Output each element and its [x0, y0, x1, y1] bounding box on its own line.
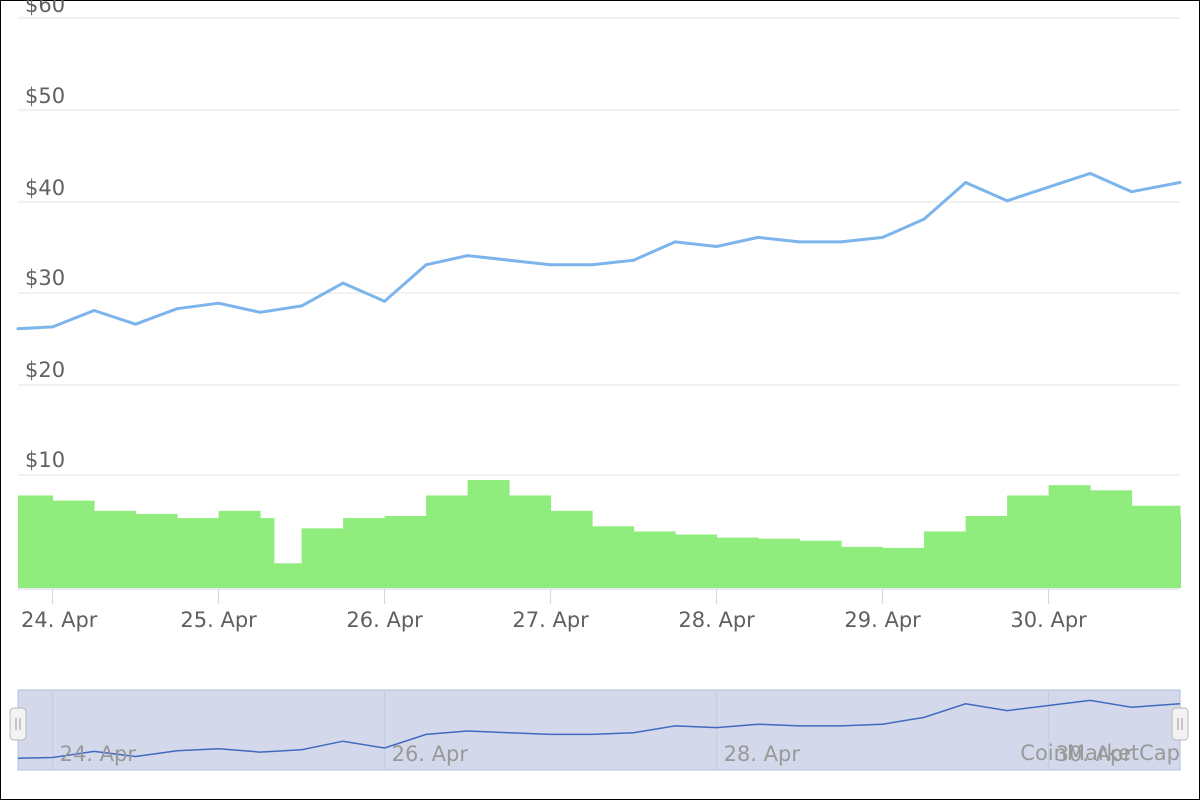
volume-bar	[509, 495, 552, 588]
volume-bar	[758, 538, 801, 588]
credit-label[interactable]: CoinMarketCap	[1020, 741, 1180, 765]
volume-bar	[343, 518, 386, 588]
navigator-mask[interactable]	[18, 690, 1180, 770]
volume-bar	[633, 531, 676, 588]
price-point	[1178, 181, 1182, 185]
volume-bar	[177, 518, 220, 588]
price-point	[134, 322, 138, 326]
volume-bar	[273, 563, 303, 588]
price-point	[217, 301, 221, 305]
price-point	[507, 258, 511, 262]
price-point	[590, 263, 594, 267]
volume-bar	[550, 510, 593, 588]
x-tick-label: 26. Apr	[346, 608, 423, 632]
price-line	[17, 171, 1181, 331]
navigator-tick-label: 24. Apr	[60, 742, 137, 766]
price-point	[798, 240, 802, 244]
y-tick-label: $60	[25, 0, 65, 17]
price-point	[341, 281, 345, 285]
price-point	[549, 263, 553, 267]
price-point	[424, 263, 428, 267]
price-point	[1130, 190, 1134, 194]
volume-bar	[52, 500, 95, 588]
navigator-handle-right[interactable]	[1171, 707, 1189, 741]
volume-bar	[1180, 516, 1181, 588]
price-series	[16, 171, 1182, 331]
y-tick-label: $50	[25, 84, 65, 108]
navigator[interactable]: 24. Apr 26. Apr 28. Apr 30. Apr	[9, 689, 1189, 771]
price-point	[383, 299, 387, 303]
volume-bar	[799, 540, 842, 588]
price-point	[756, 235, 760, 239]
navigator-handle-left[interactable]	[9, 707, 27, 741]
volume-bar	[716, 537, 759, 588]
volume-bar	[1131, 505, 1181, 588]
x-tick-label: 27. Apr	[512, 608, 589, 632]
price-point	[466, 254, 470, 258]
volume-bar	[18, 495, 54, 588]
volume-bar	[924, 531, 967, 588]
volume-bar	[592, 526, 635, 588]
x-tick-label: 25. Apr	[180, 608, 257, 632]
x-tick-label: 28. Apr	[678, 608, 755, 632]
x-axis: 24. Apr 25. Apr 26. Apr 27. Apr 28. Apr 29. A…	[21, 589, 1087, 632]
x-tick-label: 24. Apr	[21, 608, 98, 632]
volume-bar	[94, 510, 137, 588]
price-point	[92, 308, 96, 312]
volume-bar	[301, 528, 344, 588]
volume-bar	[426, 495, 469, 588]
volume-bar	[965, 516, 1008, 588]
price-point	[51, 325, 55, 329]
price-point	[1005, 199, 1009, 203]
y-tick-label: $20	[25, 358, 65, 382]
volume-bar	[841, 546, 884, 588]
y-tick-label: $10	[25, 448, 65, 472]
volume-bar	[135, 513, 178, 588]
volume-bar	[1090, 490, 1133, 588]
price-point	[922, 217, 926, 221]
price-point	[964, 181, 968, 185]
grid	[18, 17, 1180, 476]
navigator-line	[17, 699, 1181, 759]
y-tick-label: $40	[25, 176, 65, 200]
volume-bar	[260, 518, 275, 588]
drag-handle-icon[interactable]	[9, 707, 27, 741]
navigator-tick-label: 30. Apr	[1056, 742, 1133, 766]
navigator-grid	[52, 690, 1050, 770]
volume-bar	[675, 534, 718, 588]
price-point	[839, 240, 843, 244]
x-tick-label: 29. Apr	[844, 608, 921, 632]
volume-bar	[1048, 485, 1091, 588]
price-point	[673, 240, 677, 244]
price-point	[1088, 171, 1092, 175]
y-tick-label: $30	[25, 266, 65, 290]
navigator-tick-label: 28. Apr	[724, 742, 801, 766]
y-axis-labels: $60 $50 $40 $30 $20 $10	[25, 0, 65, 472]
volume-series	[18, 480, 1181, 588]
price-point	[300, 304, 304, 308]
price-point	[715, 245, 719, 248]
navigator-series	[17, 699, 1181, 759]
volume-bar	[384, 516, 427, 588]
volume-bar	[218, 510, 261, 588]
navigator-tick-label: 26. Apr	[392, 742, 469, 766]
price-point	[175, 307, 179, 311]
price-point	[1047, 185, 1051, 189]
price-point	[881, 235, 885, 239]
drag-handle-icon[interactable]	[1171, 707, 1189, 741]
volume-bar	[467, 480, 510, 588]
price-point	[632, 258, 636, 262]
price-point	[258, 310, 262, 314]
navigator-axis: 24. Apr 26. Apr 28. Apr 30. Apr	[60, 742, 1133, 766]
volume-bar	[882, 547, 925, 588]
volume-bar	[1007, 495, 1050, 588]
price-point	[16, 327, 20, 331]
x-tick-label: 30. Apr	[1010, 608, 1087, 632]
